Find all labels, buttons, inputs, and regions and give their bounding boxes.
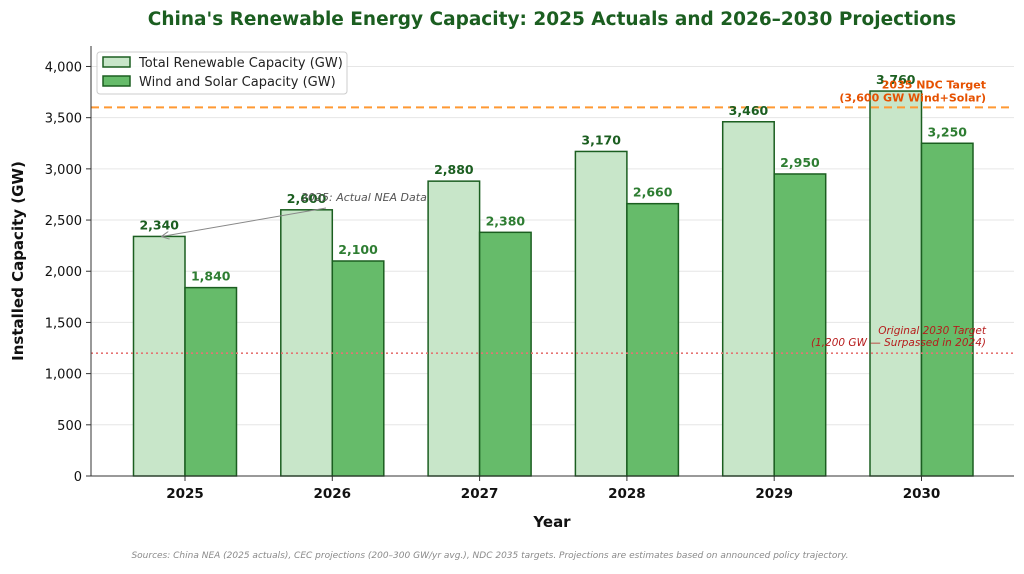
- data-label-total-2028: 3,170: [581, 132, 621, 147]
- data-label-total-2026: 2,600: [287, 191, 327, 206]
- x-tick-label-2029: 2029: [755, 486, 793, 502]
- bar-total-2028: [574, 150, 628, 477]
- bar-total-2026: [280, 209, 334, 477]
- y-tick-label: 1,500: [45, 316, 82, 331]
- original-target-label-line1: Original 2030 Target: [878, 325, 987, 337]
- data-label-wind-solar-2029: 2,950: [780, 155, 820, 170]
- y-tick-label: 4,000: [45, 60, 82, 75]
- x-axis-label: Year: [532, 513, 571, 531]
- data-label-wind-solar-2030: 3,250: [927, 124, 967, 139]
- data-label-total-2030: 3,760: [876, 72, 916, 87]
- data-label-total-2025: 2,340: [139, 217, 179, 232]
- bar-total-2030: [869, 90, 923, 477]
- original-target-label-line2: (1,200 GW — Surpassed in 2024): [811, 337, 986, 349]
- x-tick-label-2025: 2025: [166, 486, 204, 502]
- bar-wind-solar-2027: [478, 231, 532, 477]
- bar-total-2025: [132, 235, 186, 477]
- x-tick-label-2028: 2028: [608, 486, 646, 502]
- annotation-actual-nea: 2025: Actual NEA Data: [301, 191, 427, 204]
- data-label-wind-solar-2025: 1,840: [191, 269, 231, 284]
- chart-title: China's Renewable Energy Capacity: 2025 …: [148, 9, 956, 30]
- legend-swatch-wind-solar: [102, 75, 131, 87]
- bar-wind-solar-2029: [773, 173, 827, 477]
- bar-wind-solar-2030: [920, 142, 974, 477]
- annotation-arrow: [162, 207, 327, 236]
- x-tick-label-2027: 2027: [461, 486, 499, 502]
- data-label-total-2027: 2,880: [434, 162, 474, 177]
- bar-total-2027: [427, 180, 481, 477]
- source-note: Sources: China NEA (2025 actuals), CEC p…: [131, 551, 848, 561]
- y-axis-label: Installed Capacity (GW): [9, 161, 27, 361]
- legend-label-wind-solar: Wind and Solar Capacity (GW): [139, 75, 336, 90]
- y-tick-label: 1,000: [45, 368, 82, 383]
- y-tick-label: 0: [74, 470, 82, 485]
- ndc-target-label-line2: (3,600 GW Wind+Solar): [839, 91, 986, 104]
- y-tick-label: 500: [57, 419, 82, 434]
- data-label-wind-solar-2026: 2,100: [338, 242, 378, 257]
- bar-wind-solar-2028: [626, 202, 680, 477]
- bar-wind-solar-2025: [184, 286, 238, 477]
- y-tick-label: 2,500: [45, 214, 82, 229]
- x-tick-label-2026: 2026: [314, 486, 352, 502]
- data-label-wind-solar-2027: 2,380: [486, 213, 526, 228]
- y-tick-label: 3,500: [45, 112, 82, 127]
- y-tick-label: 2,000: [45, 265, 82, 280]
- data-label-wind-solar-2028: 2,660: [633, 185, 673, 200]
- legend-label-total: Total Renewable Capacity (GW): [138, 56, 343, 71]
- x-tick-label-2030: 2030: [903, 486, 941, 502]
- ndc-target-label-line1: 2035 NDC Target: [882, 78, 986, 91]
- legend-box: [96, 51, 348, 95]
- y-tick-label: 3,000: [45, 163, 82, 178]
- data-label-total-2029: 3,460: [729, 103, 769, 118]
- bar-total-2029: [721, 121, 775, 477]
- legend-swatch-total: [102, 56, 131, 68]
- plot-area: 2,340 2,600 2,880 3,170 3,460 3,760 1,840 2,100…: [45, 46, 1014, 502]
- bar-wind-solar-2026: [331, 260, 385, 477]
